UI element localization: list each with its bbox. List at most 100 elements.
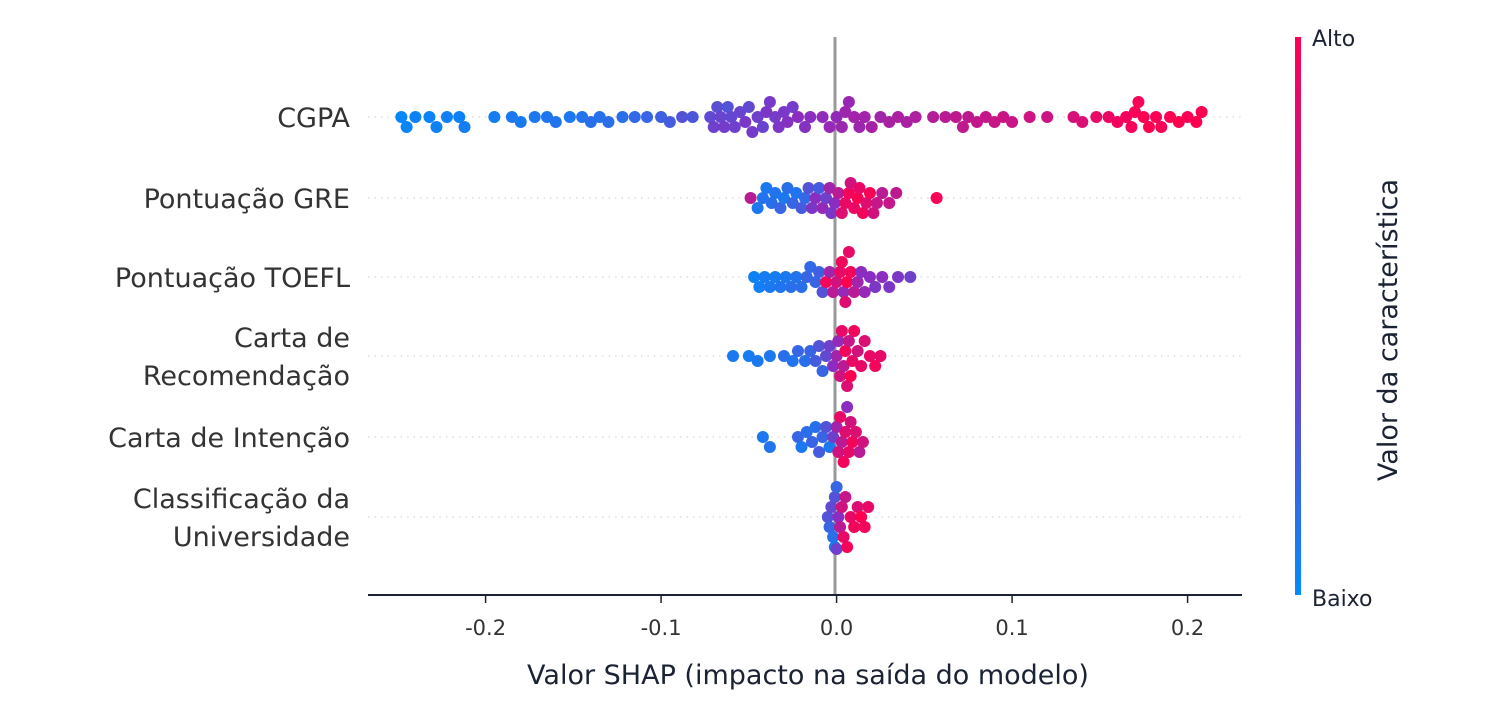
shap-point bbox=[834, 521, 847, 533]
shap-point bbox=[970, 116, 983, 128]
shap-point bbox=[830, 421, 843, 433]
shap-point bbox=[823, 182, 836, 194]
shap-point bbox=[799, 355, 811, 367]
shap-point bbox=[549, 116, 562, 128]
shap-point bbox=[853, 446, 866, 458]
shap-point bbox=[834, 266, 847, 278]
shap-point bbox=[844, 511, 857, 523]
shap-point bbox=[858, 286, 871, 298]
shap-point bbox=[820, 192, 833, 204]
shap-point bbox=[813, 266, 826, 278]
shap-point bbox=[676, 111, 689, 123]
shap-point bbox=[858, 335, 871, 347]
shap-point bbox=[1067, 111, 1080, 123]
shap-point bbox=[774, 281, 787, 293]
shap-point bbox=[830, 350, 843, 362]
shap-point bbox=[751, 111, 764, 123]
shap-point bbox=[830, 276, 843, 288]
shap-point bbox=[867, 207, 880, 219]
shap-point bbox=[856, 207, 869, 219]
shap-point bbox=[841, 276, 854, 288]
shap-point bbox=[1181, 111, 1194, 123]
shap-point bbox=[997, 111, 1010, 123]
shap-point bbox=[816, 111, 829, 123]
shap-point bbox=[804, 345, 817, 357]
shap-point bbox=[909, 111, 922, 123]
shap-point bbox=[769, 271, 782, 283]
shap-point bbox=[892, 271, 905, 283]
shap-point bbox=[823, 121, 836, 133]
shap-point bbox=[799, 192, 811, 204]
shap-point bbox=[848, 286, 861, 298]
shap-point bbox=[1142, 121, 1155, 133]
shap-point bbox=[904, 271, 917, 283]
shap-point bbox=[835, 501, 848, 513]
shap-point bbox=[707, 121, 720, 133]
shap-point bbox=[816, 286, 829, 298]
shap-point bbox=[846, 436, 859, 448]
shap-point bbox=[781, 116, 794, 128]
shap-point bbox=[890, 187, 903, 199]
shap-point bbox=[777, 192, 790, 204]
shap-point bbox=[834, 411, 847, 423]
shap-point bbox=[760, 106, 773, 118]
shap-point bbox=[799, 121, 811, 133]
x-tick-label: 0.1 bbox=[995, 616, 1028, 640]
shap-point bbox=[874, 111, 887, 123]
shap-point bbox=[820, 421, 833, 433]
shap-point bbox=[865, 121, 878, 133]
shap-point bbox=[528, 111, 541, 123]
shap-point bbox=[400, 121, 413, 133]
shap-point bbox=[988, 116, 1001, 128]
shap-point bbox=[835, 436, 848, 448]
shap-point bbox=[763, 350, 776, 362]
shap-point bbox=[827, 431, 840, 443]
shap-point bbox=[795, 281, 808, 293]
shap-point bbox=[869, 281, 882, 293]
shap-point bbox=[835, 325, 848, 337]
shap-point bbox=[784, 281, 797, 293]
shap-point bbox=[760, 182, 773, 194]
shap-point bbox=[842, 446, 855, 458]
shap-point bbox=[734, 106, 747, 118]
shap-point bbox=[842, 335, 855, 347]
shap-point bbox=[453, 111, 466, 123]
shap-point bbox=[883, 281, 896, 293]
shap-point bbox=[809, 355, 822, 367]
shap-point bbox=[869, 360, 882, 372]
shap-point bbox=[876, 187, 889, 199]
shap-point bbox=[856, 436, 869, 448]
shap-point bbox=[809, 192, 822, 204]
shap-point bbox=[714, 111, 727, 123]
shap-point bbox=[858, 111, 871, 123]
shap-point bbox=[721, 101, 734, 113]
shap-point bbox=[763, 441, 776, 453]
shap-point bbox=[825, 207, 838, 219]
shap-point bbox=[809, 421, 822, 433]
shap-point bbox=[440, 111, 453, 123]
shap-point bbox=[855, 511, 868, 523]
shap-point bbox=[851, 276, 864, 288]
shap-point bbox=[763, 281, 776, 293]
shap-point bbox=[835, 121, 848, 133]
shap-point bbox=[863, 187, 876, 199]
shap-point bbox=[1023, 111, 1036, 123]
feature-label: Pontuação GRE bbox=[144, 184, 350, 215]
x-axis-label: Valor SHAP (impacto na saída do modelo) bbox=[527, 660, 1089, 691]
shap-point bbox=[800, 426, 813, 438]
shap-point bbox=[616, 111, 629, 123]
shap-point bbox=[541, 111, 554, 123]
shap-point bbox=[409, 111, 422, 123]
shap-point bbox=[739, 116, 752, 128]
shap-point bbox=[956, 121, 969, 133]
shap-point bbox=[758, 271, 771, 283]
shap-point bbox=[844, 266, 857, 278]
shap-point bbox=[800, 271, 813, 283]
shap-point bbox=[839, 426, 852, 438]
shap-point bbox=[835, 207, 848, 219]
shap-point bbox=[813, 340, 826, 352]
shap-point bbox=[1076, 116, 1089, 128]
shap-point bbox=[927, 111, 940, 123]
shap-point bbox=[862, 501, 875, 513]
shap-point bbox=[663, 116, 676, 128]
